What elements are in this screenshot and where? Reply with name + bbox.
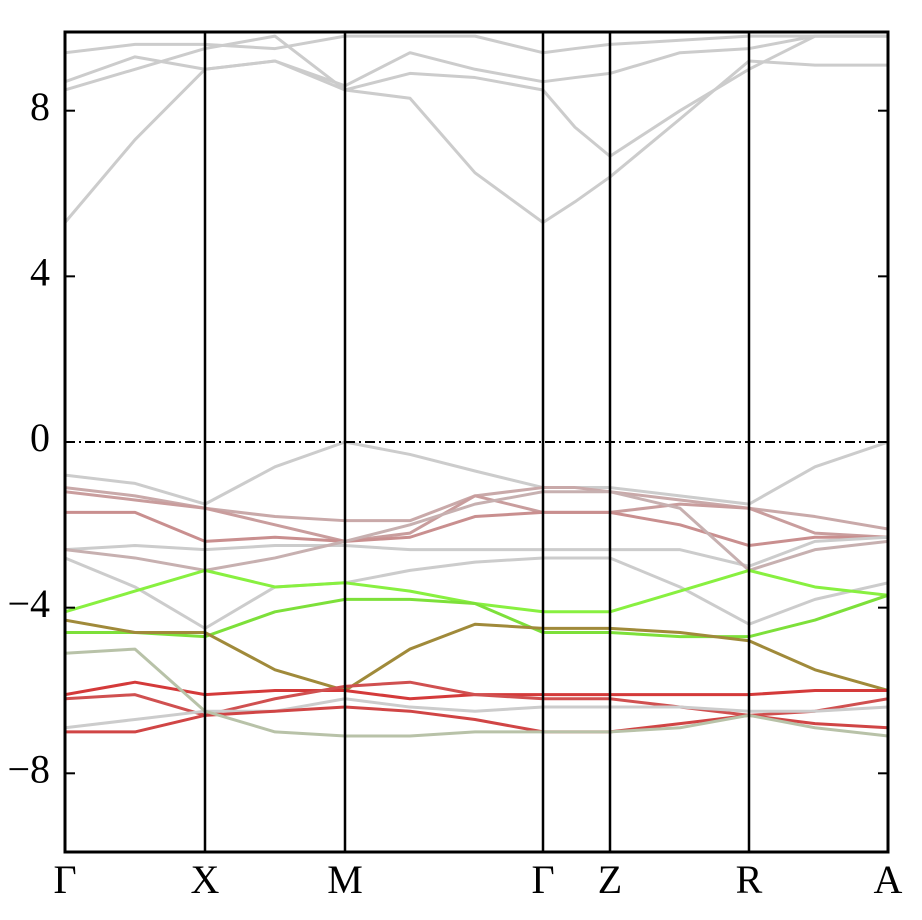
band-line [65, 593, 888, 639]
band-line [65, 510, 888, 548]
x-tick-label: X [191, 857, 220, 902]
band-line [65, 59, 888, 225]
band-line [65, 697, 888, 730]
band-line [65, 34, 888, 55]
x-tick-label: A [874, 857, 903, 902]
y-tick-label: −4 [7, 581, 50, 626]
band-line [65, 490, 888, 543]
band-line [65, 556, 888, 630]
band-line [65, 34, 888, 158]
band-line [65, 647, 888, 738]
band-line [65, 568, 888, 614]
plot-frame [63, 30, 890, 854]
y-tick-label: 8 [30, 84, 50, 129]
band-line [65, 535, 888, 568]
band-line [65, 618, 888, 692]
y-tick-label: 0 [30, 415, 50, 460]
x-tick-label: Γ [53, 857, 76, 902]
plot-area [65, 34, 888, 738]
band-line [65, 680, 888, 701]
x-tick-label: R [736, 857, 763, 902]
x-tick-label: Γ [531, 857, 554, 902]
x-tick-label: Z [598, 857, 622, 902]
x-tick-label: M [327, 857, 363, 902]
y-tick-label: −8 [7, 746, 50, 791]
band-line [65, 440, 888, 506]
y-tick-label: 4 [30, 250, 50, 295]
band-line [65, 34, 888, 88]
band-line [65, 490, 888, 572]
